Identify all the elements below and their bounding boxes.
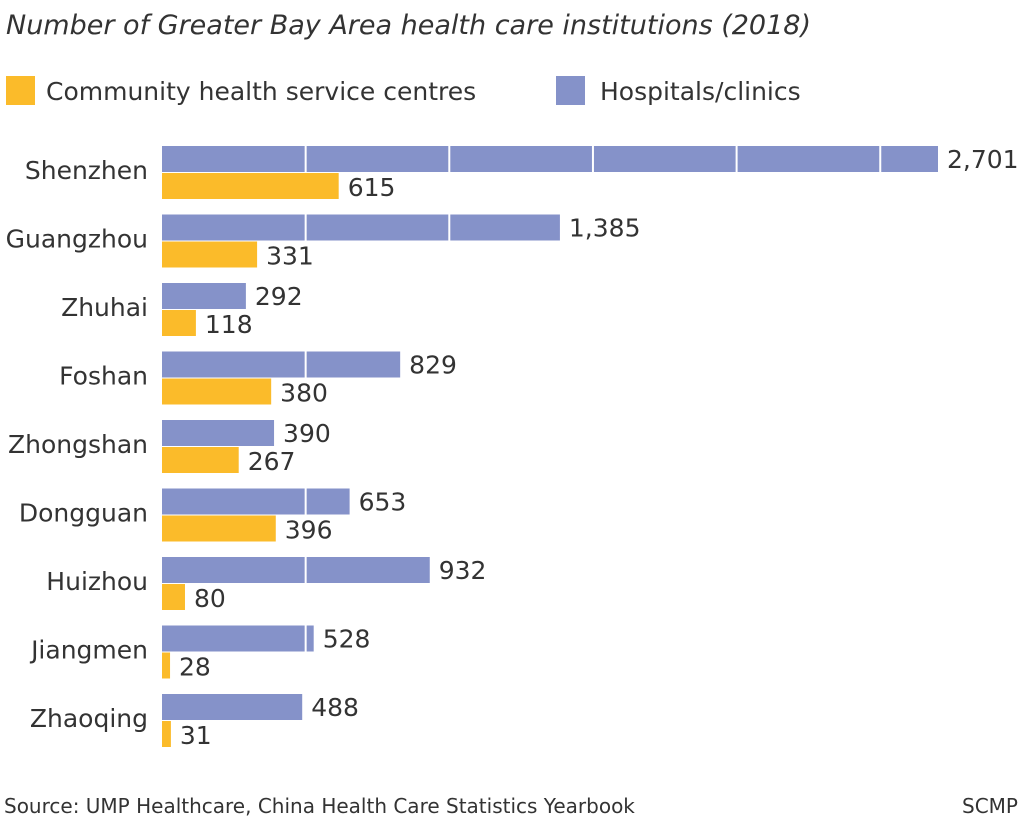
bar-community-jiangmen bbox=[162, 652, 171, 679]
category-label-zhuhai: Zhuhai bbox=[61, 293, 148, 322]
bar-hospitals-dongguan bbox=[162, 488, 350, 515]
bar-community-zhongshan bbox=[162, 447, 239, 473]
bar-hospitals-zhuhai bbox=[162, 283, 246, 309]
category-label-jiangmen: Jiangmen bbox=[29, 636, 148, 665]
value-label-community-shenzhen: 615 bbox=[348, 173, 396, 202]
value-label-hospitals-zhaoqing: 488 bbox=[311, 693, 359, 722]
value-label-community-zhongshan: 267 bbox=[248, 447, 296, 476]
value-label-hospitals-huizhou: 932 bbox=[439, 556, 487, 585]
value-label-community-huizhou: 80 bbox=[194, 584, 226, 613]
bar-hospitals-guangzhou bbox=[162, 214, 560, 241]
chart-title: Number of Greater Bay Area health care i… bbox=[6, 10, 811, 41]
bar-community-huizhou bbox=[162, 584, 185, 610]
bar-community-shenzhen bbox=[162, 173, 339, 199]
bar-community-zhaoqing bbox=[162, 721, 171, 747]
category-label-dongguan: Dongguan bbox=[19, 499, 148, 528]
legend-label-hospitals: Hospitals/clinics bbox=[600, 77, 801, 106]
value-label-community-jiangmen: 28 bbox=[179, 653, 211, 682]
bar-hospitals-huizhou bbox=[162, 557, 430, 583]
source-note: Source: UMP Healthcare, China Health Car… bbox=[4, 794, 635, 818]
bar-community-foshan bbox=[162, 378, 272, 405]
bar-community-zhuhai bbox=[162, 310, 196, 336]
category-label-shenzhen: Shenzhen bbox=[25, 156, 148, 185]
value-label-hospitals-zhongshan: 390 bbox=[283, 419, 331, 448]
value-label-hospitals-dongguan: 653 bbox=[359, 488, 407, 517]
value-label-community-dongguan: 396 bbox=[285, 516, 333, 545]
value-label-hospitals-jiangmen: 528 bbox=[323, 625, 371, 654]
plot-area: Shenzhen 2,701 615 Guangzhou 1,385 331 Zhuhai 2… bbox=[6, 145, 1019, 750]
category-label-foshan: Foshan bbox=[59, 362, 148, 391]
value-label-community-guangzhou: 331 bbox=[266, 242, 314, 271]
bar-community-dongguan bbox=[162, 515, 276, 542]
bar-hospitals-zhongshan bbox=[162, 420, 275, 446]
category-label-zhongshan: Zhongshan bbox=[8, 430, 148, 459]
legend-swatch-community bbox=[6, 76, 35, 105]
bar-hospitals-foshan bbox=[162, 351, 401, 378]
category-label-guangzhou: Guangzhou bbox=[6, 225, 148, 254]
legend-label-community: Community health service centres bbox=[46, 77, 476, 106]
bar-hospitals-jiangmen bbox=[162, 625, 314, 652]
value-label-hospitals-foshan: 829 bbox=[409, 351, 457, 380]
category-label-huizhou: Huizhou bbox=[46, 567, 148, 596]
bar-hospitals-zhaoqing bbox=[162, 694, 303, 720]
legend-swatch-hospitals bbox=[556, 76, 585, 105]
value-label-hospitals-guangzhou: 1,385 bbox=[569, 214, 641, 243]
credit-note: SCMP bbox=[962, 794, 1018, 818]
bar-hospitals-shenzhen bbox=[162, 146, 938, 172]
value-label-hospitals-shenzhen: 2,701 bbox=[947, 145, 1019, 174]
category-label-zhaoqing: Zhaoqing bbox=[30, 704, 148, 733]
value-label-community-zhaoqing: 31 bbox=[180, 721, 212, 750]
value-label-community-zhuhai: 118 bbox=[205, 310, 253, 339]
value-label-hospitals-zhuhai: 292 bbox=[255, 282, 303, 311]
bar-community-guangzhou bbox=[162, 241, 258, 268]
value-label-community-foshan: 380 bbox=[280, 379, 328, 408]
